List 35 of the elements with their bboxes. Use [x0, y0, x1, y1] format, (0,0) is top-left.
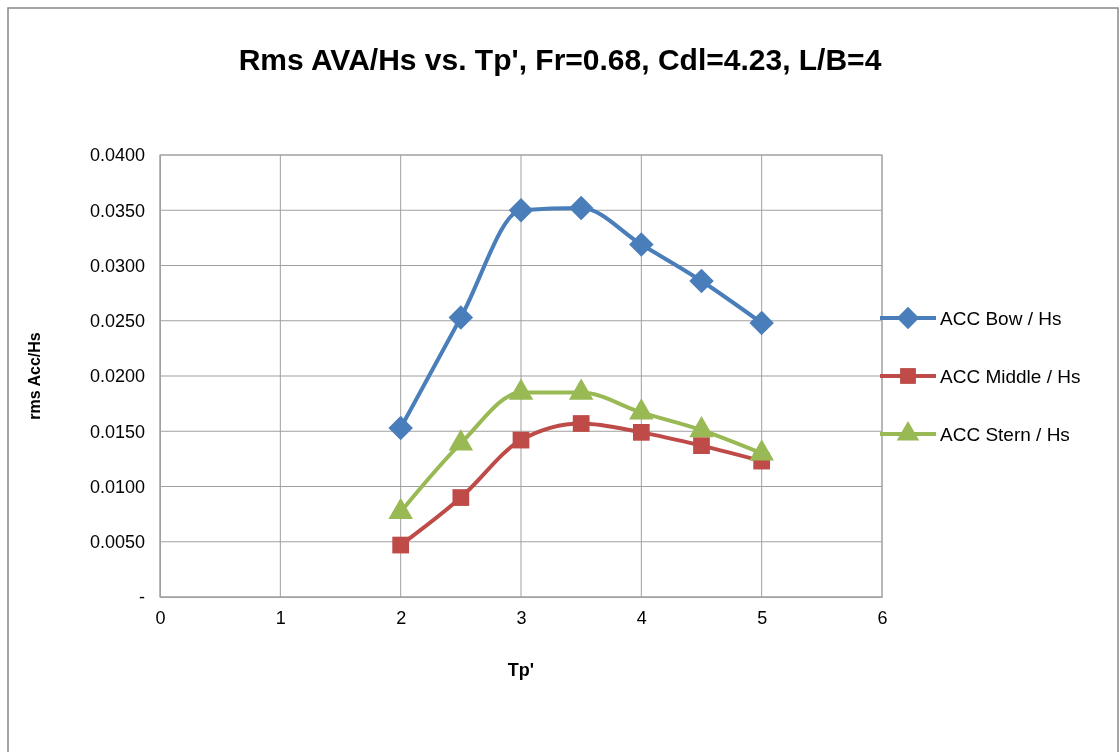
x-tick-label: 0 [155, 607, 166, 628]
x-tick-label: 5 [757, 607, 768, 628]
point [508, 198, 534, 223]
point [693, 437, 710, 454]
point [512, 431, 530, 449]
x-tick-label: 2 [396, 607, 407, 628]
x-tick-label: 4 [636, 607, 647, 628]
point [749, 310, 774, 336]
point [452, 489, 470, 506]
point [572, 415, 590, 432]
y-tick-label: 0.0300 [89, 255, 145, 276]
point [632, 423, 650, 441]
point [388, 415, 413, 441]
legend-label: ACC Bow / Hs [940, 308, 1062, 329]
point [629, 232, 654, 257]
y-tick-label: 0.0250 [89, 311, 145, 332]
y-tick-label: 0.0400 [89, 145, 145, 166]
x-axis-title: Tp' [507, 660, 535, 680]
legend-label: ACC Stern / Hs [940, 424, 1070, 445]
point [568, 195, 594, 221]
point [689, 268, 714, 294]
y-tick-label: 0.0350 [89, 200, 145, 221]
y-axis-title: rms Acc/Hs [26, 332, 43, 420]
chart-title: Rms AVA/Hs vs. Tp', Fr=0.68, Cdl=4.23, L/B=4 [238, 43, 882, 76]
point [448, 305, 474, 330]
y-tick-label: 0.0200 [89, 366, 145, 387]
x-tick-label: 3 [516, 607, 527, 628]
legend-label: ACC Middle / Hs [940, 366, 1081, 387]
x-tick-label: 6 [877, 607, 888, 628]
y-tick-label: 0.0150 [89, 421, 145, 442]
y-tick-label: - [139, 587, 145, 608]
x-tick-label: 1 [275, 607, 286, 628]
y-tick-label: 0.0100 [89, 476, 145, 497]
point [392, 536, 410, 554]
y-tick-label: 0.0050 [89, 532, 145, 553]
